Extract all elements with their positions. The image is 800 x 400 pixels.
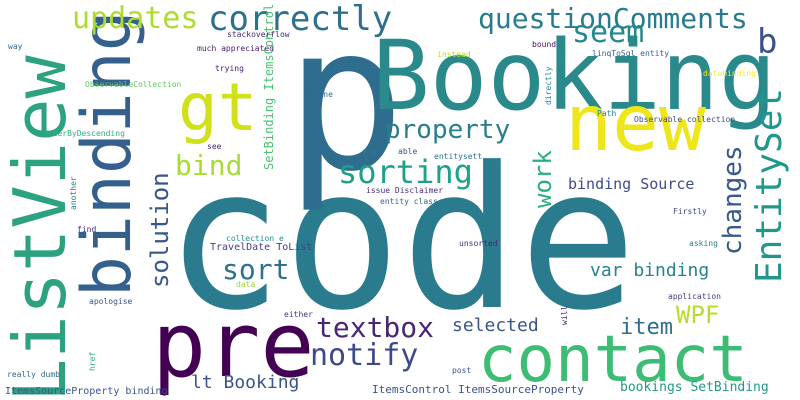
word-listview: ListView	[0, 55, 82, 400]
word-much-appreciated: much appreciated	[197, 44, 275, 53]
word-find: find	[77, 225, 97, 234]
word-collection-e: collection e	[226, 234, 284, 243]
word-var-binding: var binding	[590, 260, 710, 281]
word-stackoverflow: stackoverflow	[227, 30, 290, 39]
word-bind: bind	[175, 149, 243, 182]
word-seem: seem	[572, 15, 645, 50]
word-observable-collection: Observable collection	[634, 115, 736, 124]
word-property: property	[385, 115, 511, 145]
word-either: either	[284, 310, 313, 319]
word-changes: changes	[718, 145, 748, 255]
word-application: application	[668, 292, 721, 301]
word-see: see	[207, 142, 222, 151]
word-bound: bound	[532, 40, 557, 49]
word-wpf: WPF	[676, 301, 720, 329]
word-sort: sort	[222, 253, 290, 286]
word-instead: instead	[437, 50, 471, 59]
word-issue-disclaimer: issue Disclaimer	[366, 186, 444, 195]
word-able: able	[398, 147, 418, 156]
word-orderbydescending: OrderByDescending	[43, 129, 125, 138]
word-asking: asking	[689, 239, 718, 248]
word-binding: binding	[68, 10, 147, 297]
word-code: code	[165, 126, 638, 354]
word-textbox: textbox	[316, 311, 435, 344]
word-data: data	[236, 280, 256, 289]
word-path: Path	[597, 109, 617, 118]
word-firstly: Firstly	[673, 207, 707, 216]
word-item: item	[620, 315, 673, 340]
word-contact: contact	[478, 323, 748, 397]
word-correctly: correctly	[208, 0, 393, 39]
word-entitysett: entitysett	[434, 152, 483, 161]
word-itemscontrol-itemssourceproperty: ItemsControl ItemsSourceProperty	[372, 383, 584, 396]
word-questioncomments: questionComments	[478, 2, 748, 35]
word-new: new	[565, 79, 706, 169]
word-apologise: apologise	[89, 297, 133, 306]
word-selected: selected	[452, 315, 539, 336]
word-will: will	[560, 305, 569, 325]
word-directly: directly	[544, 66, 553, 105]
word-entityset: EntitySet	[749, 87, 790, 283]
word-setbinding-itemscontrol: SetBinding ItemsControl	[262, 3, 276, 170]
word-traveldate-tolist: TravelDate ToList	[210, 242, 313, 253]
word-notify: notify	[310, 338, 419, 373]
word-lt-booking: lt Booking	[191, 372, 300, 393]
word-gt: gt	[178, 69, 258, 146]
word-linqtosql-entity: linqToSql entity	[592, 49, 670, 58]
word-another: another	[69, 176, 78, 210]
word-itemssourceproperty-binding: ItemsSourceProperty binding	[5, 386, 168, 397]
word-trying: trying	[215, 64, 244, 73]
word-p: p	[285, 0, 406, 216]
word-work: work	[529, 150, 557, 208]
word-booking: Booking	[372, 20, 777, 132]
word-entity-class: entity class	[380, 197, 438, 206]
word-anyone: anyone	[304, 90, 333, 99]
word-updates: updates	[72, 1, 199, 36]
word-observablecollection: ObservableCollection	[85, 80, 182, 89]
word-unsorted: unsorted	[459, 239, 498, 248]
word-way: way	[8, 42, 23, 51]
word-e-g: e g	[362, 147, 377, 156]
word-solution: solution	[146, 172, 174, 288]
word-href: href	[88, 351, 97, 371]
word-post: post	[452, 366, 472, 375]
word-b: b	[757, 22, 778, 62]
word-pre: pre	[152, 293, 315, 398]
word-databinding: databinding	[703, 69, 756, 78]
word-really-dumb: really dumb	[7, 370, 60, 379]
word-bookings-setbinding: bookings SetBinding	[620, 380, 769, 395]
word-binding-source: binding Source	[568, 175, 695, 193]
word-sorting: sorting	[338, 153, 473, 191]
